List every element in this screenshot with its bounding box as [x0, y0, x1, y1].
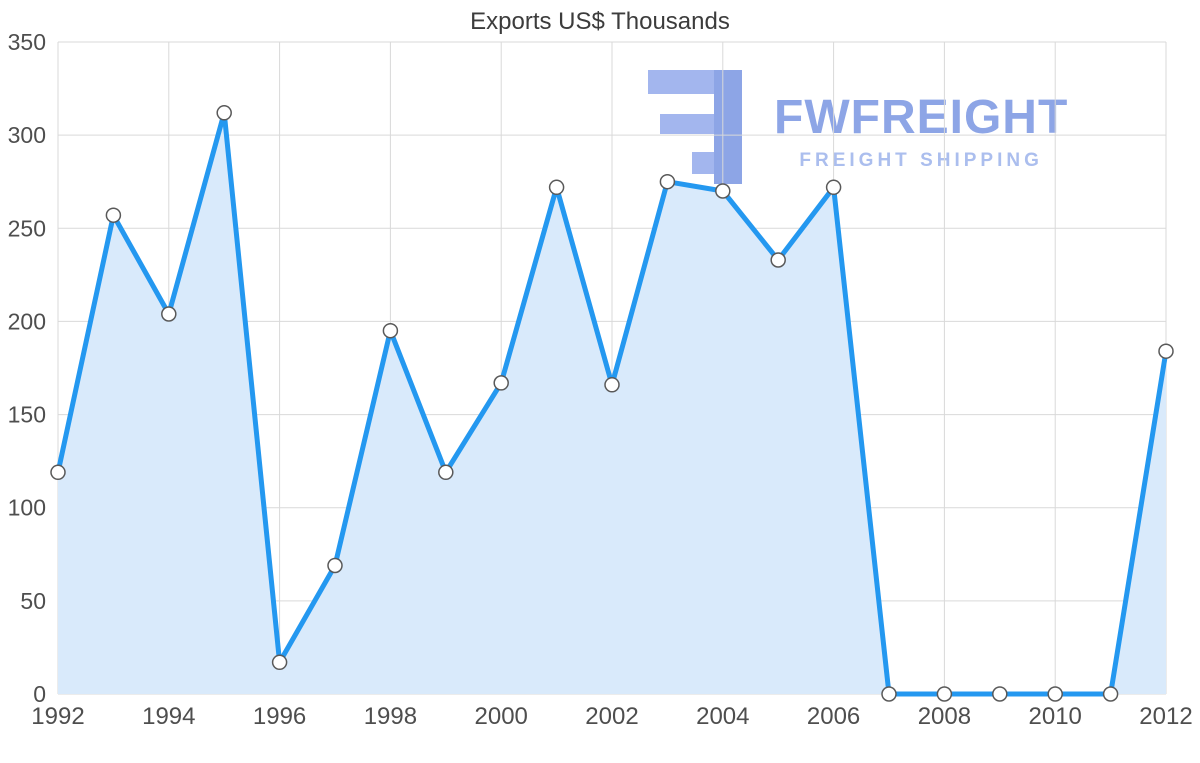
x-axis-tick-label: 1996	[253, 703, 306, 730]
data-point-marker	[216, 105, 232, 121]
data-point-marker	[825, 179, 842, 196]
y-axis-tick-label: 100	[8, 495, 46, 521]
x-axis-tick-label: 2004	[696, 703, 749, 730]
data-point-marker	[50, 464, 66, 481]
data-point-marker	[382, 322, 399, 339]
x-axis-tick-label: 2000	[475, 703, 528, 730]
data-point-marker	[548, 179, 565, 196]
x-axis-tick-label: 2012	[1139, 703, 1192, 730]
y-axis-tick-label: 0	[33, 681, 46, 707]
area-fill	[58, 112, 1166, 695]
data-point-marker	[770, 252, 786, 268]
data-point-marker	[1102, 686, 1119, 702]
y-axis-tick-label: 50	[20, 588, 46, 614]
y-axis-tick-label: 250	[8, 215, 46, 241]
x-axis-tick-label: 1994	[142, 703, 195, 730]
data-point-marker	[715, 183, 731, 199]
data-point-marker	[161, 306, 177, 322]
x-axis-tick-label: 1992	[31, 703, 84, 730]
data-point-marker	[659, 173, 676, 190]
data-point-marker	[105, 207, 122, 223]
data-point-marker	[327, 557, 343, 574]
data-point-marker	[936, 686, 953, 702]
data-point-marker	[1158, 343, 1174, 359]
data-point-marker	[881, 686, 897, 702]
data-point-marker	[438, 464, 454, 481]
y-axis-tick-label: 350	[8, 29, 46, 55]
x-axis-tick-label: 2006	[807, 703, 860, 730]
x-axis-tick-label: 1998	[364, 703, 417, 730]
x-axis-tick-label: 2002	[585, 703, 638, 730]
data-point-marker	[493, 375, 509, 391]
y-axis-tick-label: 300	[8, 122, 46, 148]
data-point-marker	[604, 377, 620, 393]
y-axis-tick-label: 150	[8, 402, 46, 428]
y-axis-tick-label: 200	[8, 308, 46, 334]
x-axis-tick-label: 2008	[918, 703, 971, 730]
x-axis-tick-label: 2010	[1029, 703, 1082, 730]
data-point-marker	[271, 654, 288, 671]
data-point-marker	[1047, 686, 1063, 702]
data-point-marker	[992, 686, 1008, 702]
chart-title: Exports US$ Thousands	[470, 8, 730, 35]
